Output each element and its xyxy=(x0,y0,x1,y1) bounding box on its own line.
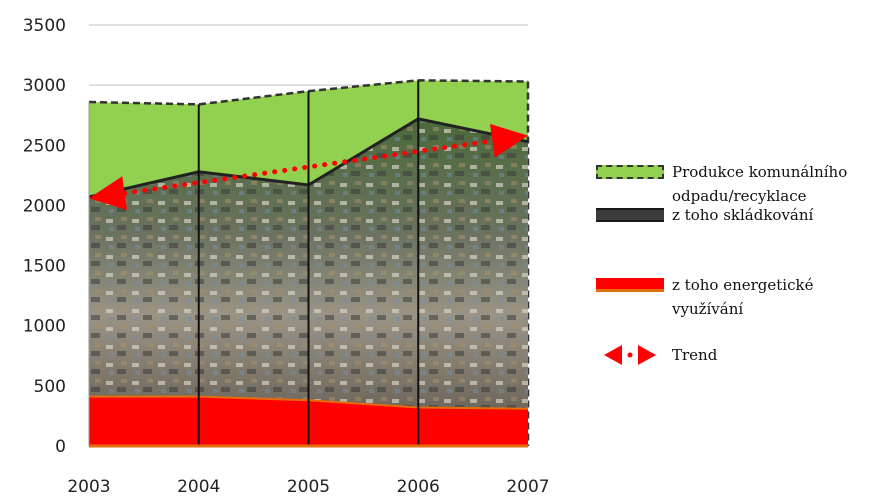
y-tick-label-3000: 3000 xyxy=(23,76,66,96)
x-tick-label-2006: 2006 xyxy=(397,477,440,496)
x-tick-label-2004: 2004 xyxy=(177,477,220,496)
legend-item-trend: Trend xyxy=(596,343,717,367)
y-tick-label-1000: 1000 xyxy=(23,317,66,337)
trend-arrows-icon xyxy=(604,345,656,365)
trend-arrowhead-right xyxy=(489,123,528,158)
y-tick-label-2000: 2000 xyxy=(23,196,66,216)
legend-item-energeticke: z toho energetické využívání xyxy=(596,273,813,321)
legend-swatch-trend xyxy=(596,343,664,367)
legend-label-trend: Trend xyxy=(672,346,718,364)
x-tick-label-2007: 2007 xyxy=(506,477,549,496)
y-axis: 0 500 1000 1500 2000 2500 3000 3500 2003 2004 2005… xyxy=(23,16,550,496)
legend-label-produkce-line1: Produkce komunálního xyxy=(672,163,848,181)
plot-areas xyxy=(88,79,530,448)
legend-label-skladkovani: z toho skládkování xyxy=(672,206,814,224)
legend-item-produkce: Produkce komunálního odpadu/recyklace xyxy=(596,160,847,208)
legend-item-skladkovani: z toho skládkování xyxy=(596,203,813,227)
legend-swatch-produkce xyxy=(596,165,664,179)
trend-arrowhead-left xyxy=(89,176,128,210)
legend-swatch-energeticke xyxy=(596,278,664,292)
y-tick-label-2500: 2500 xyxy=(23,136,66,156)
y-tick-label-500: 500 xyxy=(34,377,66,397)
legend-swatch-skladkovani xyxy=(596,208,664,222)
legend-label-energeticke-line2: využívání xyxy=(672,300,744,318)
trend-line xyxy=(122,138,495,196)
legend-label-produkce-line2: odpadu/recyklace xyxy=(672,187,807,205)
y-tick-label-0: 0 xyxy=(55,437,66,457)
legend-label-energeticke-line1: z toho energetické xyxy=(672,276,814,294)
y-tick-label-3500: 3500 xyxy=(23,16,66,36)
x-tick-label-2003: 2003 xyxy=(67,477,110,496)
legend: Produkce komunálního odpadu/recyklace z … xyxy=(596,0,893,496)
x-tick-label-2005: 2005 xyxy=(287,477,330,496)
y-tick-label-1500: 1500 xyxy=(23,257,66,277)
